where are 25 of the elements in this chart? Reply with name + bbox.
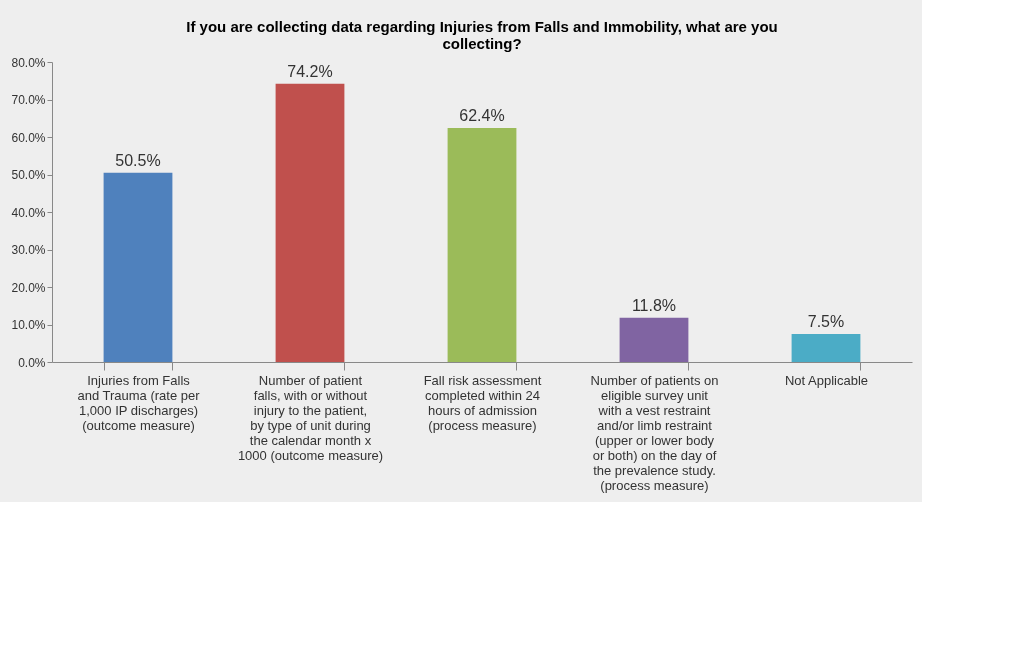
bar <box>791 333 861 362</box>
chart-title: If you are collecting data regarding Injuries from Falls and Immobility, what are you collecting? <box>186 18 778 52</box>
data-label: 7.5% <box>807 312 845 330</box>
bar <box>275 83 345 362</box>
x-tick-label: Fall risk assessment completed within 24 hours of admission (process measure) <box>423 372 542 433</box>
y-tick-label: 70.0% <box>11 93 46 107</box>
y-tick-label: 30.0% <box>11 243 46 257</box>
data-label: 50.5% <box>115 151 161 169</box>
bar <box>103 172 173 362</box>
x-tick-label: Number of patient falls, with or without injury to the patient, by type of unit during the calendar month x 1000 (outcome measure) <box>237 372 384 463</box>
y-tick-label: 0.0% <box>18 355 46 370</box>
y-tick-label: 40.0% <box>11 205 46 220</box>
y-tick-label: 50.0% <box>11 168 46 182</box>
x-tick-label: Not Applicable <box>784 372 869 388</box>
data-label: 11.8% <box>631 296 677 314</box>
data-label: 74.2% <box>287 62 333 80</box>
x-tick-label: Number of patients on eligible survey unit with a vest restraint and/or limb restraint (upper or lower body or both) on the day of the prevalence study. (process measure) <box>590 372 719 493</box>
x-tick-label: Injuries from Falls and Trauma (rate per 1,000 IP discharges) (outcome measure) <box>77 372 201 433</box>
y-tick-label: 10.0% <box>11 318 46 332</box>
y-tick-label: 80.0% <box>11 55 46 70</box>
y-tick-label: 20.0% <box>11 280 46 295</box>
bar <box>619 317 689 362</box>
bar <box>447 128 517 362</box>
y-tick-label: 60.0% <box>11 130 46 145</box>
data-label: 62.4% <box>459 107 505 124</box>
